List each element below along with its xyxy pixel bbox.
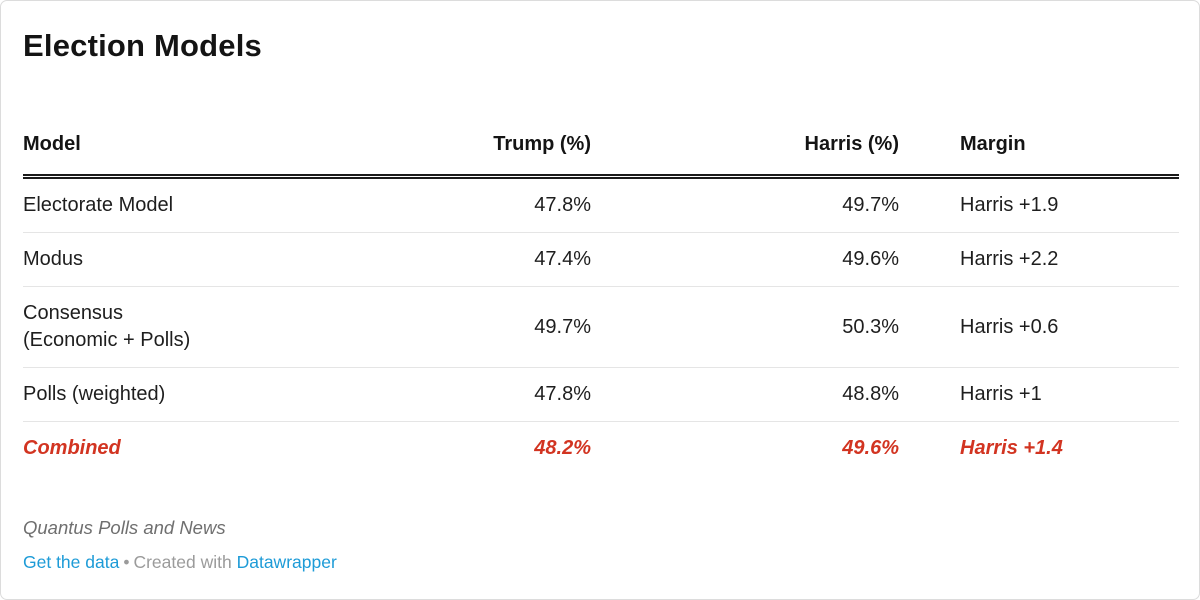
dot-separator: • <box>123 552 130 572</box>
cell-margin: Harris +0.6 <box>899 286 1179 368</box>
cell-trump: 47.8% <box>453 367 591 422</box>
cell-trump: 47.8% <box>453 176 591 233</box>
cell-model: Consensus (Economic + Polls) <box>23 286 453 368</box>
cell-margin: Harris +1.4 <box>960 437 1063 459</box>
cell-model: Polls (weighted) <box>23 367 453 422</box>
attribution-line: Get the data • Created with Datawrapper <box>23 550 1177 574</box>
models-table: Model Trump (%) Harris (%) Margin Electo… <box>23 115 1179 475</box>
datawrapper-link[interactable]: Datawrapper <box>236 552 337 572</box>
chart-footer: Quantus Polls and News Get the data • Crea… <box>23 515 1177 574</box>
chart-title: Election Models <box>23 28 262 63</box>
cell-trump: 47.4% <box>453 232 591 287</box>
cell-trump: 49.7% <box>453 286 591 368</box>
cell-harris: 49.6% <box>591 232 899 287</box>
column-header-trump: Trump (%) <box>453 115 591 179</box>
cell-model: Electorate Model <box>23 176 453 233</box>
cell-margin: Harris +1.9 <box>899 176 1179 233</box>
table-header-row: Model Trump (%) Harris (%) Margin <box>23 115 1179 179</box>
created-with-text: Created with <box>133 552 232 572</box>
source-byline: Quantus Polls and News <box>23 517 226 538</box>
table-row: Electorate Model 47.8% 49.7% Harris +1.9 <box>23 176 1179 233</box>
cell-margin: Harris +1 <box>899 367 1179 422</box>
cell-harris: 49.7% <box>591 176 899 233</box>
column-header-harris: Harris (%) <box>591 115 899 179</box>
cell-harris: 48.8% <box>591 367 899 422</box>
cell-trump: 48.2% <box>534 437 591 459</box>
column-header-margin: Margin <box>899 115 1179 179</box>
cell-harris: 49.6% <box>842 437 899 459</box>
cell-harris: 50.3% <box>591 286 899 368</box>
table-row-combined-highlight: Combined 48.2% 49.6% Harris +1.4 <box>23 422 1179 476</box>
table-row: Modus 47.4% 49.6% Harris +2.2 <box>23 232 1179 287</box>
table-row: Polls (weighted) 47.8% 48.8% Harris +1 <box>23 367 1179 422</box>
column-header-model: Model <box>23 115 453 179</box>
get-the-data-link[interactable]: Get the data <box>23 552 120 572</box>
cell-margin: Harris +2.2 <box>899 232 1179 287</box>
table-row: Consensus (Economic + Polls) 49.7% 50.3%… <box>23 286 1179 368</box>
cell-model: Modus <box>23 232 453 287</box>
cell-model: Combined <box>23 437 121 459</box>
